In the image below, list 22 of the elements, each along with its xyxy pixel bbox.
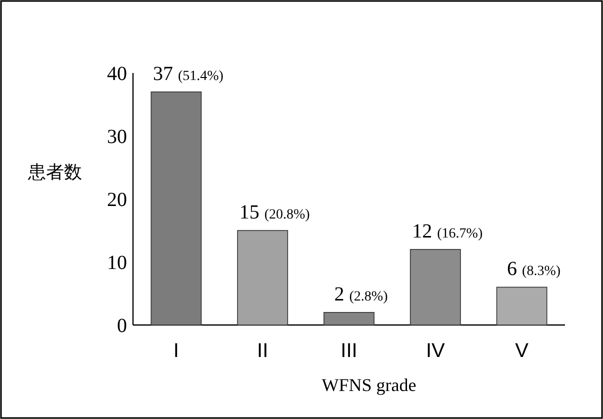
bar bbox=[496, 286, 548, 326]
x-tick-label: V bbox=[515, 340, 530, 362]
y-tick-label: 40 bbox=[107, 63, 127, 85]
y-tick-label: 20 bbox=[107, 189, 127, 211]
y-axis-title: 患者数 bbox=[27, 162, 82, 182]
data-label: 37 (51.4%) bbox=[152, 62, 224, 85]
data-label: 12 (16.7%) bbox=[412, 220, 483, 242]
x-tick-label: IV bbox=[426, 340, 446, 362]
bar bbox=[324, 312, 374, 326]
x-tick-label: II bbox=[257, 340, 268, 362]
data-label: 6 (8.3%) bbox=[507, 258, 561, 280]
bar bbox=[237, 230, 288, 326]
x-axis-title: WFNS grade bbox=[322, 375, 416, 395]
x-tick-label: I bbox=[173, 340, 179, 362]
y-tick-label: 10 bbox=[107, 252, 127, 274]
data-label: 15 (20.8%) bbox=[239, 202, 310, 224]
data-label: 2 (2.8%) bbox=[334, 283, 388, 306]
bar bbox=[150, 92, 202, 326]
x-tick-label: III bbox=[340, 340, 358, 362]
y-tick-label: 30 bbox=[107, 126, 127, 148]
y-tick-label: 0 bbox=[117, 315, 127, 337]
bar bbox=[410, 249, 461, 326]
